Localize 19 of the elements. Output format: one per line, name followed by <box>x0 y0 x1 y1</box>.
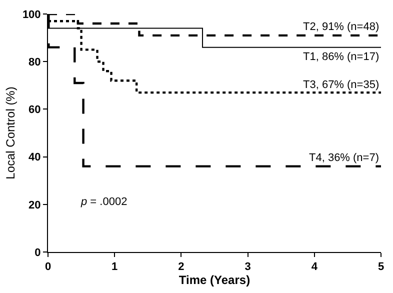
x-tick-label: 0 <box>44 261 52 274</box>
y-tick-label: 60 <box>28 104 41 116</box>
annotation: p = .0002 <box>80 196 128 208</box>
y-tick-label: 20 <box>28 199 41 212</box>
series-label: T1, 86% (n=17) <box>303 51 380 63</box>
y-tick-label: 0 <box>34 246 41 259</box>
y-axis-title: Local Control (%) <box>4 86 18 180</box>
y-tick-label: 100 <box>22 8 41 21</box>
series-label: T3, 67% (n=35) <box>303 79 380 91</box>
x-tick-label: 4 <box>311 261 318 274</box>
series-label: T2, 91% (n=48) <box>303 21 380 33</box>
x-axis-title: Time (Years) <box>178 273 250 288</box>
x-tick-label: 2 <box>178 261 184 274</box>
y-tick-label: 80 <box>28 56 41 68</box>
x-tick-label: 3 <box>244 261 251 274</box>
y-tick-label: 40 <box>28 152 41 164</box>
x-tick-label: 1 <box>112 261 118 274</box>
x-tick-label: 5 <box>378 261 384 274</box>
series-label: T4, 36% (n=7) <box>309 152 380 164</box>
